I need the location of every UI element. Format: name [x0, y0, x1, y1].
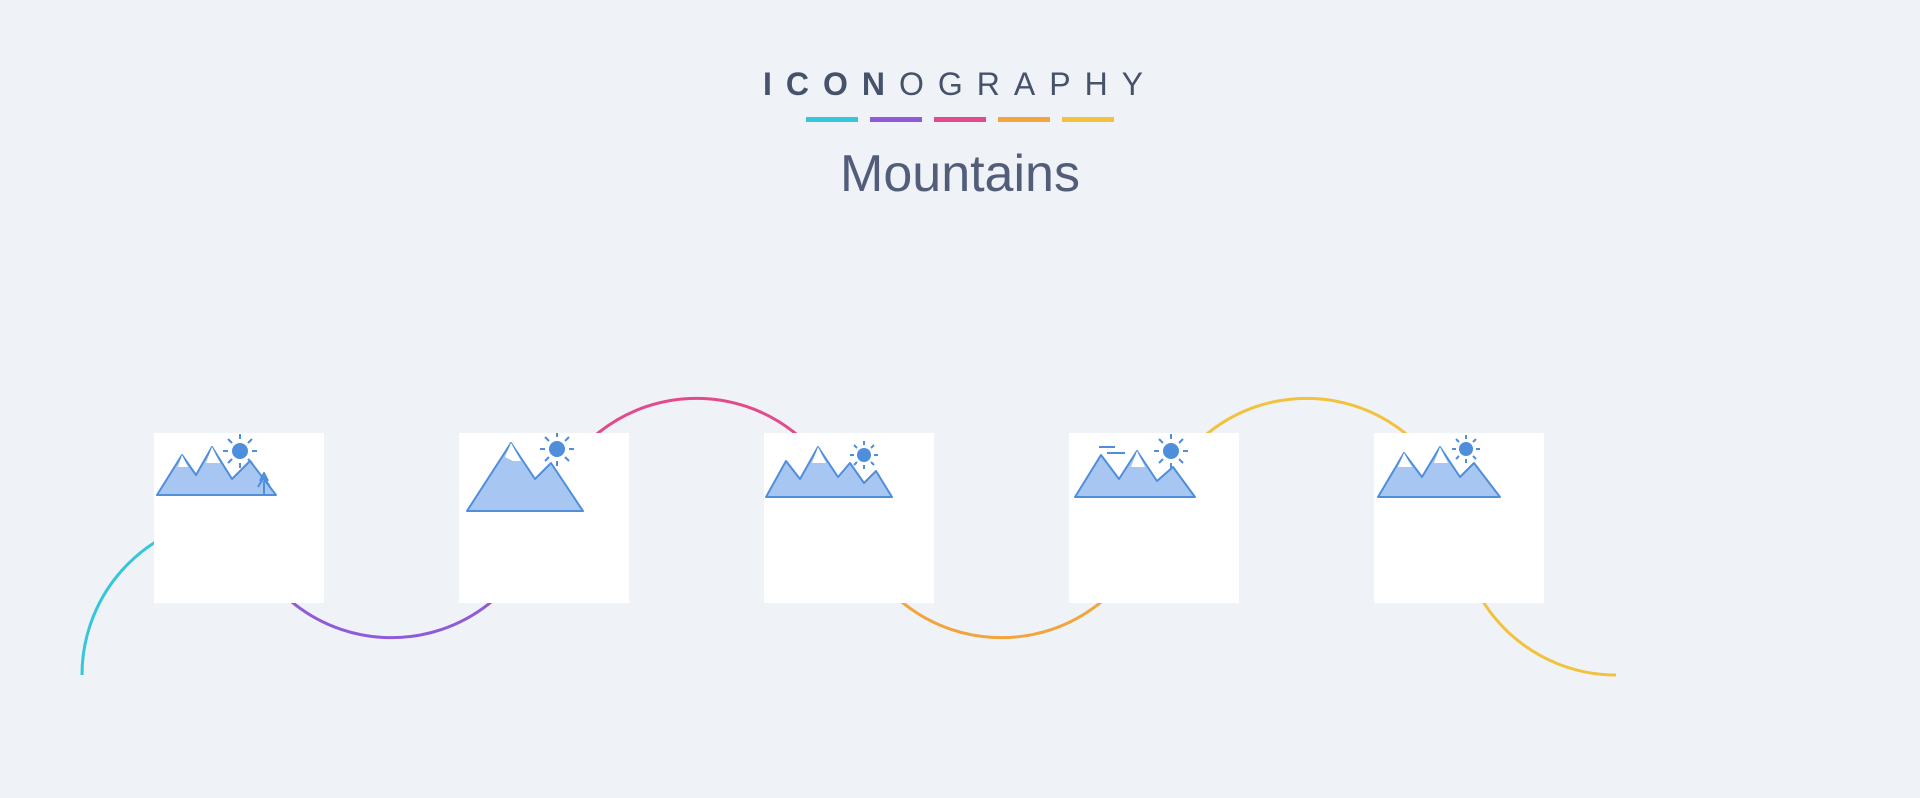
mountain-peak-sun-icon: [459, 433, 589, 523]
brand-prefix: ICON: [763, 66, 899, 102]
stripe-1: [806, 117, 858, 122]
mountain-clouds-sun-icon: [1069, 433, 1199, 513]
brand-suffix: OGRAPHY: [899, 66, 1157, 102]
brand-stripes: [0, 117, 1920, 122]
icon-timeline: [0, 300, 1920, 740]
icon-card-2: [459, 433, 629, 603]
icon-card-1: [154, 433, 324, 603]
mountain-range-sun-icon: [764, 433, 894, 513]
icon-card-3: [764, 433, 934, 603]
icon-card-5: [1374, 433, 1544, 603]
stripe-4: [998, 117, 1050, 122]
brand-label: ICONOGRAPHY: [0, 66, 1920, 103]
mountain-snow-sun-icon: [1374, 433, 1504, 513]
header: ICONOGRAPHY Mountains: [0, 0, 1920, 204]
page-title: Mountains: [0, 144, 1920, 204]
stripe-3: [934, 117, 986, 122]
stripe-2: [870, 117, 922, 122]
stripe-5: [1062, 117, 1114, 122]
mountain-trees-sun-icon: [154, 433, 284, 513]
icon-card-4: [1069, 433, 1239, 603]
